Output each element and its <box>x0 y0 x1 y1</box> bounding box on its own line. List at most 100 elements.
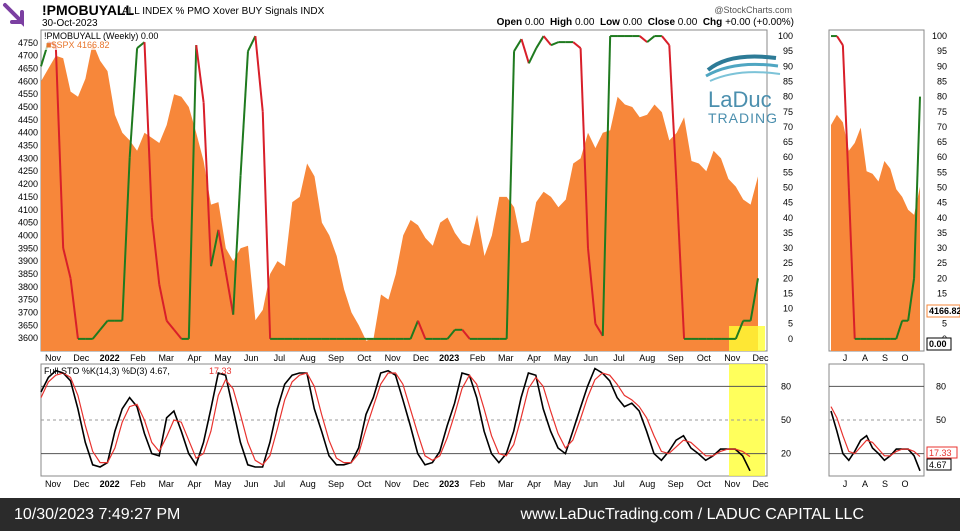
inset-sto-x-tick-1: A <box>862 479 868 489</box>
sto-x-tick-17: Apr <box>527 479 541 489</box>
inset-main-x-tick-2: S <box>882 353 888 363</box>
left-axis-tick-23: 4750 <box>18 38 38 48</box>
inset-right-axis-tick-5: 25 <box>937 258 947 268</box>
left-axis-tick-17: 4450 <box>18 115 38 125</box>
sto-x-tick-13: Dec <box>413 479 430 489</box>
sto-legend-title: Full STO %K(14,3) %D(3) 4.67, <box>44 366 170 376</box>
sto-x-tick-20: Jul <box>613 479 625 489</box>
sto-x-tick-7: Jun <box>244 479 259 489</box>
right-axis-tick-2: 10 <box>783 304 793 314</box>
inset-right-axis-tick-17: 85 <box>937 76 947 86</box>
footer-bar: 10/30/2023 7:49:27 PM www.LaDucTrading.c… <box>0 498 960 531</box>
inset-sto-k-value: 4.67 <box>929 460 947 470</box>
left-axis-tick-16: 4400 <box>18 128 38 138</box>
inset-main-x-tick-0: J <box>843 353 848 363</box>
sto-axis-tick-0: 20 <box>781 449 791 459</box>
right-axis-tick-11: 55 <box>783 167 793 177</box>
main-legend-spx: ■$SPX 4166.82 <box>46 40 109 50</box>
sto-x-tick-11: Oct <box>357 479 372 489</box>
laduc-logo: LaDuc TRADING <box>700 50 790 122</box>
left-axis-tick-5: 3850 <box>18 269 38 279</box>
right-axis-tick-3: 15 <box>783 288 793 298</box>
left-axis-tick-19: 4550 <box>18 89 38 99</box>
sto-x-tick-22: Sep <box>668 479 684 489</box>
left-axis-tick-10: 4100 <box>18 205 38 215</box>
inset-right-axis-tick-16: 80 <box>937 92 947 102</box>
right-axis-tick-0: 0 <box>788 334 793 344</box>
sto-x-tick-23: Oct <box>697 479 712 489</box>
main-x-tick-13: Dec <box>413 353 430 363</box>
main-x-tick-4: Mar <box>158 353 174 363</box>
sto-axis-tick-2: 80 <box>781 381 791 391</box>
main-x-tick-3: Feb <box>130 353 146 363</box>
inset-sto-x-tick-3: O <box>901 479 908 489</box>
inset-right-axis-tick-3: 15 <box>937 288 947 298</box>
inset-right-axis-tick-15: 75 <box>937 107 947 117</box>
inset-right-axis-tick-8: 40 <box>937 213 947 223</box>
main-x-tick-25: Dec <box>752 353 769 363</box>
main-x-tick-20: Jul <box>613 353 625 363</box>
main-x-tick-7: Jun <box>244 353 259 363</box>
right-axis-tick-6: 30 <box>783 243 793 253</box>
inset-right-axis-tick-6: 30 <box>937 243 947 253</box>
left-axis-tick-3: 3750 <box>18 295 38 305</box>
right-axis-tick-10: 50 <box>783 182 793 192</box>
main-x-tick-18: May <box>554 353 572 363</box>
main-x-tick-15: Feb <box>470 353 486 363</box>
sto-x-tick-12: Nov <box>385 479 402 489</box>
inset-right-axis-tick-10: 50 <box>937 182 947 192</box>
main-x-tick-12: Nov <box>385 353 402 363</box>
sto-x-tick-19: Jun <box>583 479 598 489</box>
left-axis-tick-12: 4200 <box>18 179 38 189</box>
main-x-tick-17: Apr <box>527 353 541 363</box>
main-x-tick-2: 2022 <box>100 353 120 363</box>
main-x-tick-1: Dec <box>73 353 90 363</box>
inset-sto-x-tick-0: J <box>843 479 848 489</box>
sto-x-tick-3: Feb <box>130 479 146 489</box>
main-x-tick-22: Sep <box>668 353 684 363</box>
logo-line1: LaDuc <box>708 89 790 111</box>
left-axis-tick-15: 4350 <box>18 141 38 151</box>
left-axis-tick-21: 4650 <box>18 64 38 74</box>
main-x-tick-24: Nov <box>724 353 741 363</box>
inset-right-axis-tick-11: 55 <box>937 167 947 177</box>
sto-x-tick-8: Jul <box>274 479 286 489</box>
inset-right-axis-tick-13: 65 <box>937 137 947 147</box>
right-axis-tick-13: 65 <box>783 137 793 147</box>
main-x-tick-5: Apr <box>187 353 201 363</box>
inset-right-axis-tick-7: 35 <box>937 228 947 238</box>
sto-x-tick-5: Apr <box>187 479 201 489</box>
sto-x-tick-15: Feb <box>470 479 486 489</box>
sto-axis-tick-1: 50 <box>781 415 791 425</box>
right-axis-tick-5: 25 <box>783 258 793 268</box>
left-axis-tick-7: 3950 <box>18 243 38 253</box>
main-x-tick-19: Jun <box>583 353 598 363</box>
inset-sto-axis-tick-1: 50 <box>936 415 946 425</box>
main-x-tick-16: Mar <box>498 353 514 363</box>
main-x-tick-11: Oct <box>357 353 372 363</box>
left-axis-tick-6: 3900 <box>18 256 38 266</box>
sto-x-tick-2: 2022 <box>100 479 120 489</box>
inset-sto-d-value: 17.33 <box>929 448 952 458</box>
footer-timestamp: 10/30/2023 7:49:27 PM <box>14 506 180 524</box>
inset-sto-x-tick-2: S <box>882 479 888 489</box>
footer-site: www.LaDucTrading.com / LADUC CAPITAL LLC <box>520 506 864 524</box>
inset-sto-axis-tick-2: 80 <box>936 381 946 391</box>
left-axis-tick-22: 4700 <box>18 51 38 61</box>
sto-legend-d: 17.33 <box>209 366 232 376</box>
main-x-tick-9: Aug <box>300 353 316 363</box>
inset-right-axis-tick-9: 45 <box>937 198 947 208</box>
pmo-value-label: 0.00 <box>929 339 947 349</box>
left-axis-tick-1: 3650 <box>18 320 38 330</box>
sto-x-tick-21: Aug <box>639 479 655 489</box>
chart-canvas: 3600365037003750380038503900395040004050… <box>0 0 960 498</box>
sto-x-tick-6: May <box>214 479 232 489</box>
main-x-tick-21: Aug <box>639 353 655 363</box>
spx-value-label: 4166.82 <box>929 306 960 316</box>
inset-main-x-tick-1: A <box>862 353 868 363</box>
right-axis-tick-7: 35 <box>783 228 793 238</box>
right-axis-tick-8: 40 <box>783 213 793 223</box>
sto-highlight-box <box>729 364 765 476</box>
left-axis-tick-4: 3800 <box>18 282 38 292</box>
wave-logo-icon <box>700 50 790 84</box>
